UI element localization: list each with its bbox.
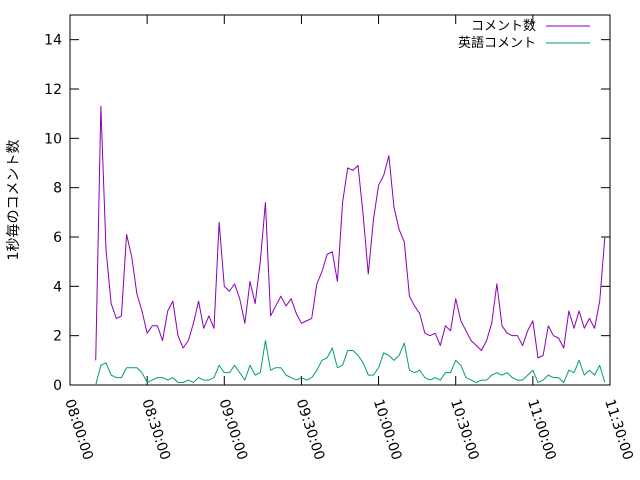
plot-frame <box>69 14 611 386</box>
y-tick-label: 0 <box>53 378 62 394</box>
y-tick-label: 4 <box>53 279 62 295</box>
y-tick-label: 6 <box>53 230 62 246</box>
y-tick-label: 14 <box>44 33 62 49</box>
x-tick-label: 09:00:00 <box>215 397 250 462</box>
x-tick-label: 09:30:00 <box>293 397 328 462</box>
y-tick-label: 10 <box>44 131 62 147</box>
series-line-1 <box>95 105 606 361</box>
y-tick-label: 8 <box>53 181 62 197</box>
y-tick-label: 2 <box>53 329 62 345</box>
legend-label-2: 英語コメント <box>458 35 536 51</box>
x-tick-label: 11:30:00 <box>601 397 636 462</box>
legend-label-1: コメント数 <box>471 19 536 34</box>
x-tick-label: 11:00:00 <box>524 397 559 462</box>
x-tick-label: 10:30:00 <box>447 397 482 462</box>
x-tick-label: 08:30:00 <box>138 397 173 462</box>
x-tick-label: 08:00:00 <box>61 397 96 462</box>
series-line-2 <box>95 340 606 386</box>
y-axis-label: 1秒毎のコメント数 <box>6 140 22 261</box>
y-tick-label: 12 <box>44 82 62 98</box>
series-layer <box>95 105 606 386</box>
x-tick-label: 10:00:00 <box>370 397 405 462</box>
